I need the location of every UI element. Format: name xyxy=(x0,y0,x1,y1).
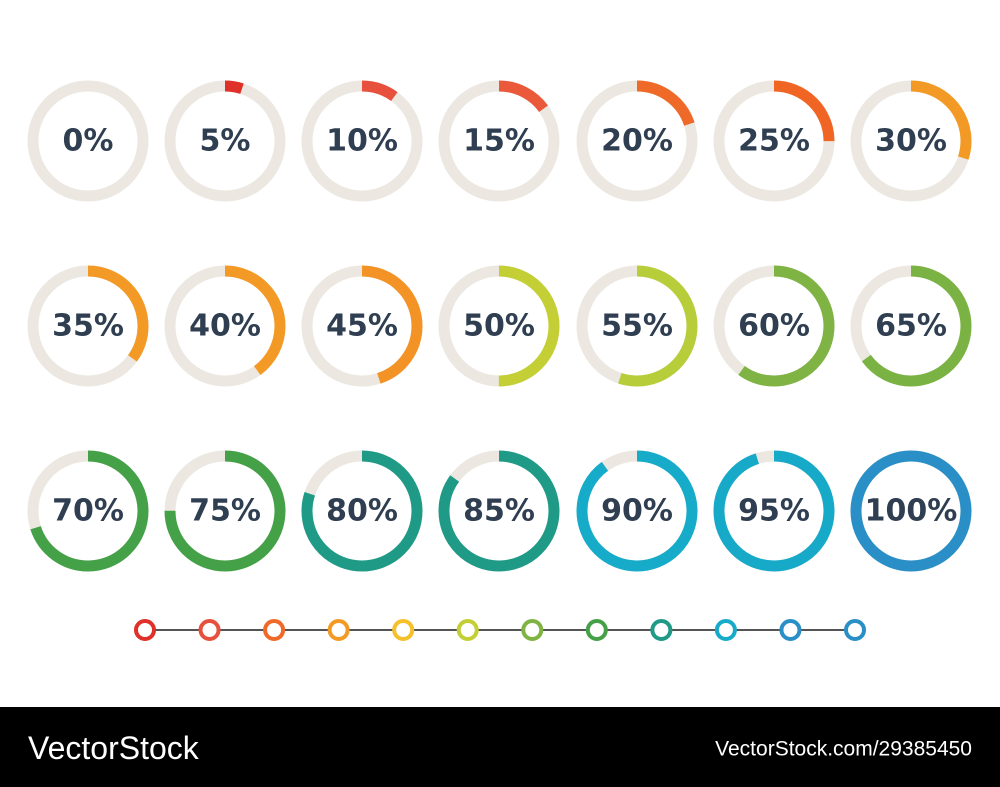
footer-band xyxy=(0,707,1000,787)
ring-label: 75% xyxy=(189,494,261,529)
ring-label: 45% xyxy=(326,309,398,344)
ring-progress xyxy=(27,450,149,572)
ring-progress xyxy=(713,450,835,572)
ring-label: 30% xyxy=(875,124,947,159)
ring-label: 100% xyxy=(865,494,958,529)
ring-progress xyxy=(850,450,972,572)
ring-label: 80% xyxy=(326,494,398,529)
palette-dot xyxy=(456,619,479,641)
ring-progress xyxy=(850,80,972,202)
ring-progress xyxy=(850,265,972,387)
palette-dot xyxy=(392,619,415,641)
palette-dot xyxy=(521,619,544,641)
palette-dot xyxy=(844,619,866,641)
footer-brand: VectorStock xyxy=(28,730,200,766)
ring-label: 15% xyxy=(463,124,535,159)
ring-track xyxy=(27,80,149,202)
background xyxy=(0,0,1000,707)
ring-progress xyxy=(713,265,835,387)
palette-dot xyxy=(650,619,673,641)
ring-progress xyxy=(301,450,423,572)
palette-dot xyxy=(779,619,802,641)
ring-label: 20% xyxy=(601,124,673,159)
ring-label: 35% xyxy=(52,309,124,344)
palette-dot xyxy=(198,619,221,641)
ring-progress xyxy=(576,80,698,202)
ring-progress xyxy=(301,265,423,387)
ring-progress xyxy=(713,80,835,202)
ring-label: 5% xyxy=(200,124,251,159)
ring-label: 55% xyxy=(601,309,673,344)
ring-progress xyxy=(164,450,286,572)
ring-label: 70% xyxy=(52,494,124,529)
ring-label: 0% xyxy=(63,124,114,159)
ring-label: 95% xyxy=(738,494,810,529)
ring-progress xyxy=(438,80,560,202)
ring-progress xyxy=(164,80,286,202)
ring-label: 85% xyxy=(463,494,535,529)
palette-dot xyxy=(714,619,737,641)
palette-dot xyxy=(327,619,350,641)
ring-progress xyxy=(438,450,560,572)
ring-progress xyxy=(164,265,286,387)
ring-label: 40% xyxy=(189,309,261,344)
ring-progress xyxy=(301,80,423,202)
palette-dot xyxy=(134,619,156,641)
ring-progress xyxy=(438,265,560,387)
ring-progress xyxy=(576,450,698,572)
ring-progress xyxy=(27,265,149,387)
ring-label: 50% xyxy=(463,309,535,344)
ring-label: 60% xyxy=(738,309,810,344)
ring-label: 90% xyxy=(601,494,673,529)
palette-dot xyxy=(585,619,608,641)
footer-id: VectorStock.com/29385450 xyxy=(715,738,972,761)
ring-label: 65% xyxy=(875,309,947,344)
ring-label: 10% xyxy=(326,124,398,159)
ring-progress xyxy=(576,265,698,387)
palette-dot xyxy=(263,619,286,641)
ring-label: 25% xyxy=(738,124,810,159)
